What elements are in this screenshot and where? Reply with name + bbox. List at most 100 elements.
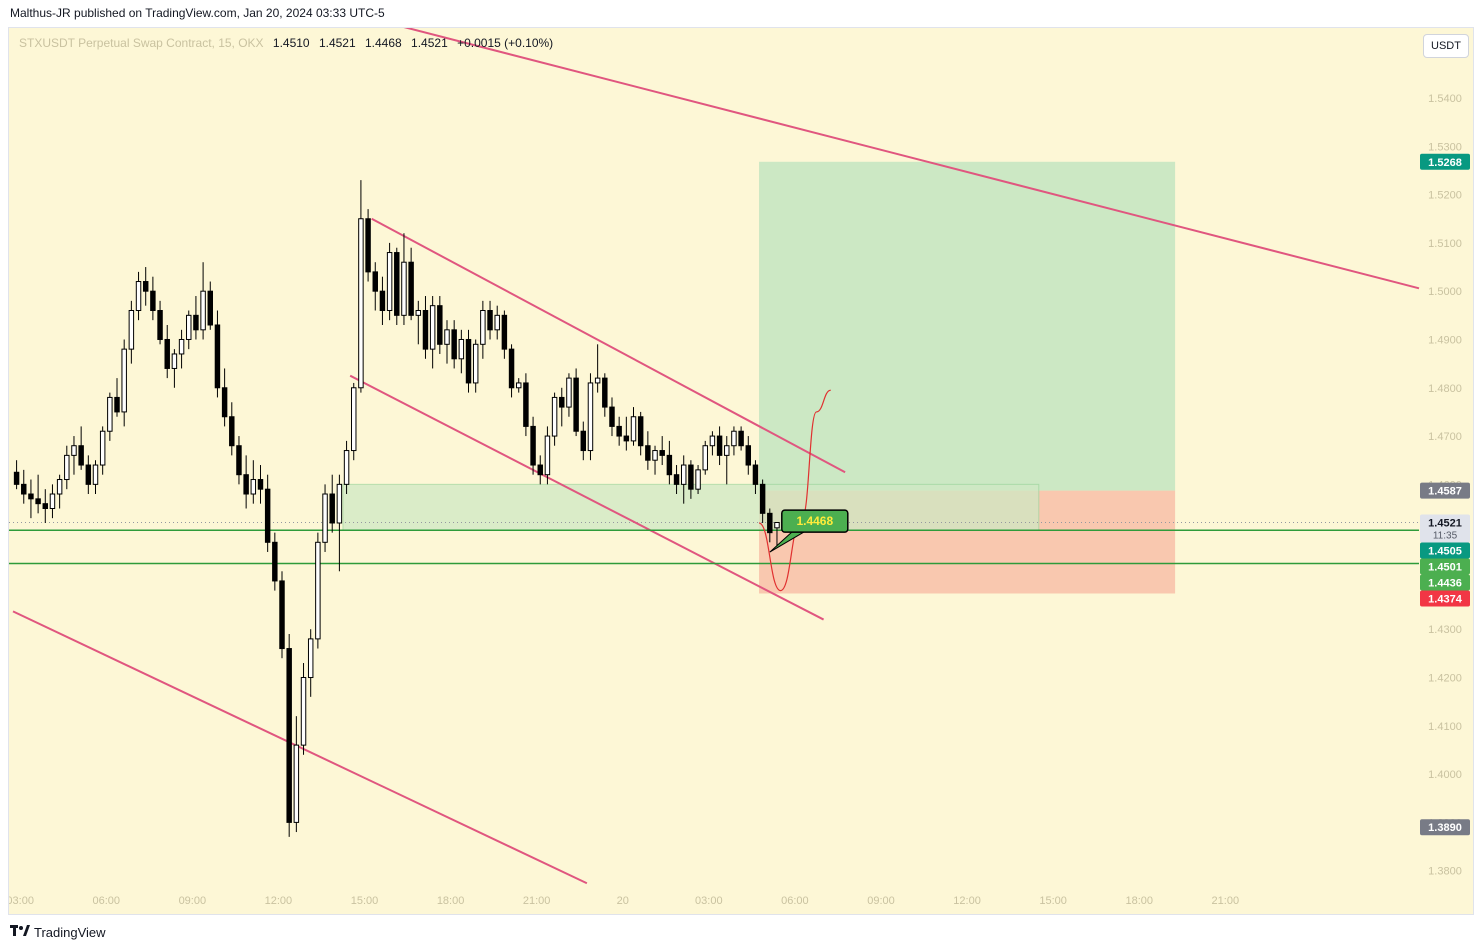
y-tick-label: 1.5200 — [1428, 190, 1462, 202]
candle-body — [480, 310, 486, 345]
price-tag: 1.4587 — [1420, 482, 1470, 499]
candle-body — [680, 464, 687, 485]
legend-high: 1.4521 — [318, 36, 356, 50]
candle — [49, 484, 56, 519]
candle — [680, 455, 687, 504]
position-zones — [342, 161, 1176, 594]
x-tick-label: 12:00 — [953, 895, 981, 907]
candle-body — [207, 290, 214, 326]
tradingview-logo-icon — [10, 924, 30, 940]
candle — [501, 310, 508, 359]
candle-body — [193, 314, 199, 331]
candle — [386, 242, 393, 321]
candle-body — [121, 348, 127, 413]
candle-body — [379, 290, 386, 312]
candle — [472, 339, 479, 393]
candle-body — [322, 493, 328, 543]
price-tag: 1.4501 — [1420, 558, 1470, 575]
candle — [609, 397, 615, 437]
y-tick-label: 1.4900 — [1428, 334, 1462, 346]
currency-button[interactable]: USDT — [1423, 34, 1469, 58]
candle-body — [307, 638, 314, 679]
candle — [594, 344, 601, 393]
x-tick-label: 12:00 — [265, 895, 293, 907]
candle-body — [609, 406, 615, 427]
candle — [85, 455, 92, 495]
candle — [229, 402, 235, 456]
candle-body — [602, 377, 608, 408]
candle-body — [236, 445, 242, 476]
candle — [107, 392, 113, 441]
candle-body — [358, 218, 364, 389]
x-tick-label: 09:00 — [867, 895, 895, 907]
x-tick-label: 03:00 — [9, 895, 34, 907]
x-tick-label: 20 — [617, 895, 629, 907]
candle-body — [243, 474, 249, 495]
candle-body — [652, 450, 658, 461]
symbol-legend: STXUSDT Perpetual Swap Contract, 15, OKX… — [19, 36, 553, 50]
x-tick-label: 18:00 — [1125, 895, 1153, 907]
candle — [738, 426, 744, 451]
chart-canvas[interactable]: 1.4468 1.5400 1.5300 1.5200 1.5100 1.5000 1.4… — [9, 28, 1474, 915]
candle-body — [630, 416, 637, 442]
candle-body — [745, 445, 752, 466]
candle-body — [580, 430, 587, 452]
candle — [752, 460, 759, 495]
candle — [623, 416, 630, 451]
candle — [515, 378, 522, 393]
candle-body — [336, 483, 343, 524]
candle — [157, 300, 163, 345]
candle — [394, 247, 400, 325]
footer-brand[interactable]: TradingView — [10, 922, 106, 942]
price-tag-countdown: 11:35 — [1433, 531, 1458, 542]
candle — [774, 522, 780, 549]
candle-body — [394, 252, 400, 316]
price-axis: 1.5400 1.5300 1.5200 1.5100 1.5000 1.4900 1.48… — [1428, 93, 1462, 878]
candle — [480, 300, 486, 359]
candle — [35, 474, 41, 514]
candle — [178, 329, 185, 369]
candle-body — [71, 445, 77, 456]
candle — [322, 484, 328, 552]
candle — [200, 262, 206, 340]
candle-body — [752, 464, 759, 485]
x-tick-label: 03:00 — [695, 895, 723, 907]
candle — [724, 436, 730, 485]
candle — [293, 716, 300, 833]
candle — [372, 262, 378, 311]
candle-body — [573, 377, 579, 432]
chart-frame[interactable]: 1.4468 1.5400 1.5300 1.5200 1.5100 1.5000 1.4… — [8, 27, 1474, 915]
candle-body — [315, 541, 321, 640]
candle-body — [293, 744, 300, 823]
y-tick-label: 1.3800 — [1428, 866, 1462, 878]
candle — [343, 440, 350, 495]
candle — [150, 276, 156, 321]
candle-body — [21, 483, 27, 495]
candle — [401, 233, 407, 325]
candle — [121, 339, 127, 427]
candle — [358, 180, 364, 393]
candle — [42, 489, 49, 523]
candle-body — [250, 479, 257, 495]
candle-body — [759, 483, 766, 514]
candle-body — [666, 454, 673, 476]
candle — [286, 634, 292, 837]
candle-body — [157, 310, 163, 340]
candle — [329, 474, 335, 533]
candle — [307, 629, 314, 697]
x-tick-label: 15:00 — [351, 895, 379, 907]
candle — [415, 300, 422, 345]
legend-open: 1.4510 — [272, 36, 310, 50]
candle-body — [724, 445, 730, 456]
candle-body — [523, 382, 529, 427]
candle — [408, 247, 414, 321]
x-tick-label: 09:00 — [179, 895, 207, 907]
candle — [716, 426, 723, 466]
callout-label: 1.4468 — [796, 514, 833, 528]
candle — [451, 320, 457, 369]
brand-name: TradingView — [34, 924, 106, 940]
price-tag-label: 1.4505 — [1428, 546, 1462, 558]
candle-body — [616, 425, 622, 437]
candle-body — [343, 450, 350, 485]
